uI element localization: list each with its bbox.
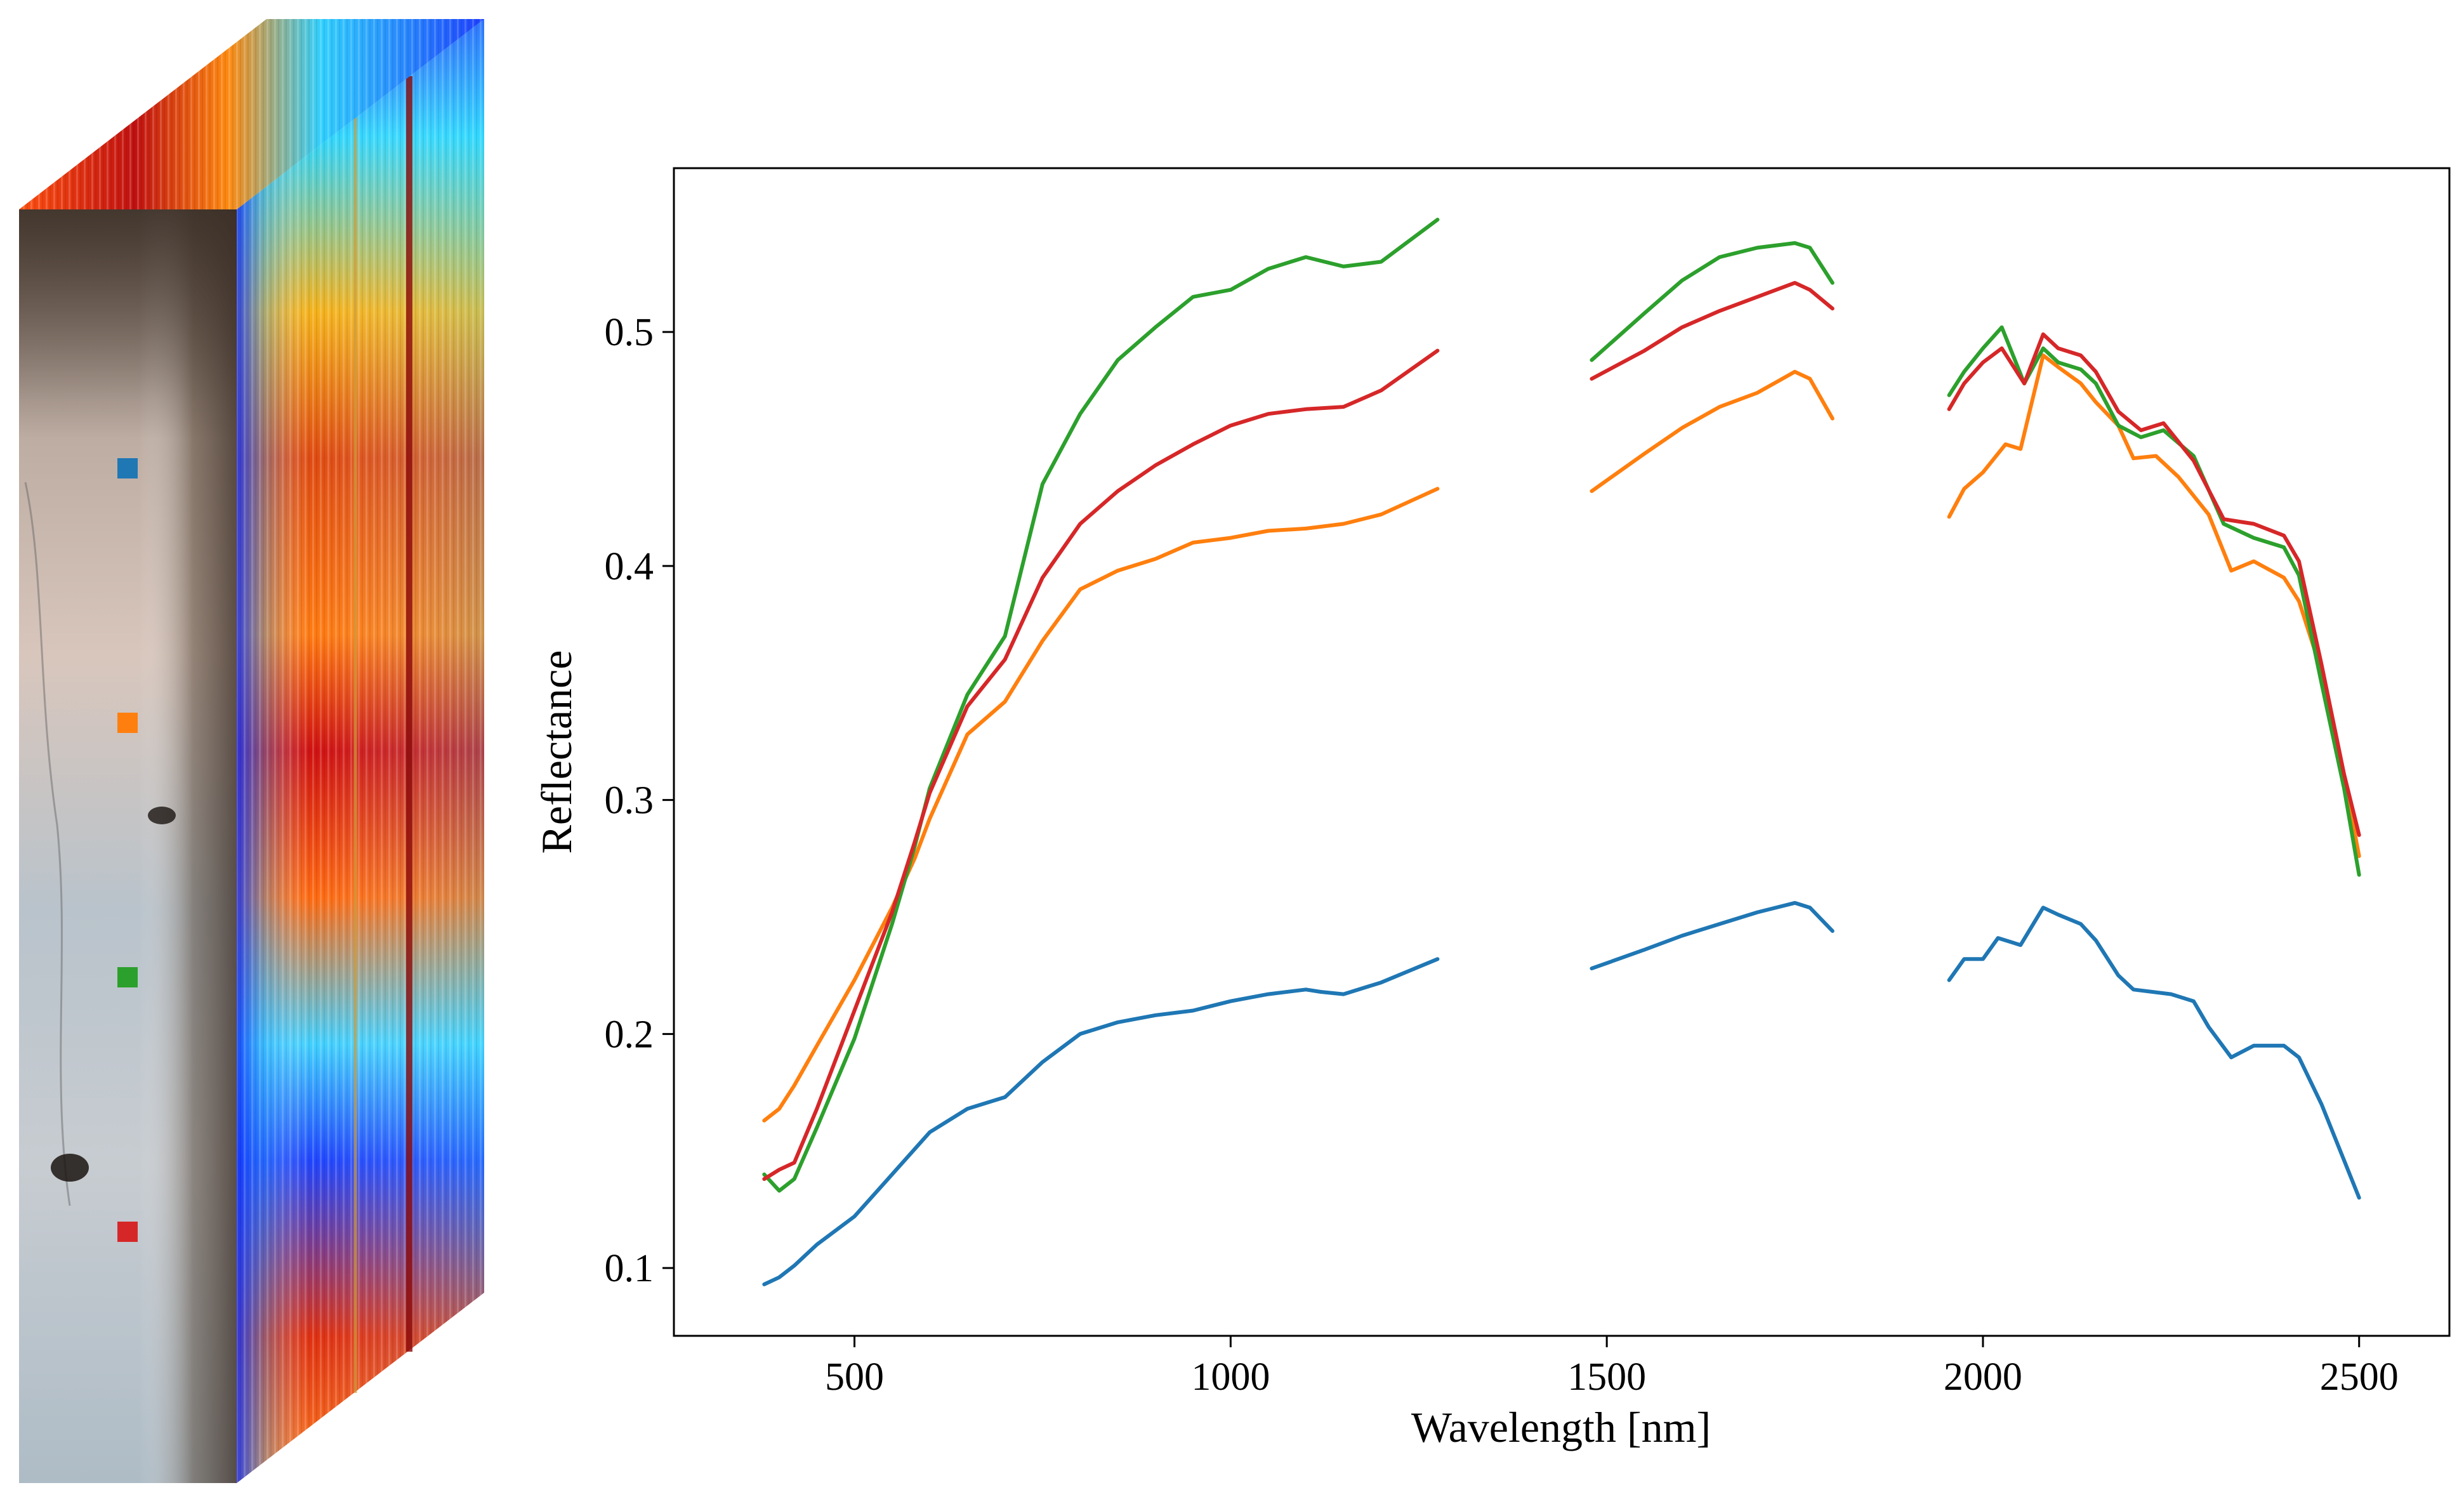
x-tick-label: 2000 <box>1944 1356 2022 1399</box>
pixel-marker-red <box>117 1222 138 1242</box>
pixel-marker-green <box>117 967 138 987</box>
series-1-segment-1 <box>1590 369 1835 493</box>
y-axis-title: Reflectance <box>532 650 581 854</box>
series-0-segment-2 <box>1947 906 2361 1200</box>
y-tick-label: 0.2 <box>605 1013 654 1056</box>
pixel-marker-orange <box>117 713 138 733</box>
x-tick-label: 2500 <box>2320 1356 2399 1399</box>
x-tick-label: 1500 <box>1567 1356 1646 1399</box>
plot-frame <box>673 167 2451 1337</box>
cube-front-top-dark <box>19 209 237 1483</box>
pixel-marker-blue <box>117 458 138 478</box>
series-2-segment-2 <box>1947 325 2361 877</box>
series-0-segment-0 <box>762 957 1440 1286</box>
x-tick-label: 1000 <box>1191 1356 1270 1399</box>
series-2-segment-0 <box>762 218 1440 1193</box>
cube-side-stripes <box>237 19 484 1483</box>
y-tick-label: 0.3 <box>605 779 654 822</box>
series-0-segment-1 <box>1590 900 1835 971</box>
y-axis: 0.1 0.2 0.3 0.4 0.5 <box>605 311 674 1290</box>
y-tick-label: 0.5 <box>605 311 654 354</box>
y-tick-label: 0.4 <box>605 545 654 588</box>
cube-front-dark-patch <box>148 807 176 824</box>
series-3-segment-2 <box>1947 332 2361 837</box>
series-3-segment-1 <box>1590 280 1835 381</box>
cube-front-dark-patch <box>51 1154 89 1182</box>
cube-front-river <box>24 482 71 1206</box>
cube-top-stripes <box>19 19 484 209</box>
hyperspectral-cube-illustration <box>19 19 484 1483</box>
series-2-segment-1 <box>1590 241 1835 362</box>
y-tick-label: 0.1 <box>605 1247 654 1290</box>
x-tick-label: 500 <box>825 1356 884 1399</box>
series-3-segment-0 <box>762 348 1440 1181</box>
x-axis-title: Wavelength [nm] <box>1411 1403 1711 1451</box>
series-1-segment-0 <box>762 487 1440 1123</box>
series-1-segment-2 <box>1947 353 2361 859</box>
x-axis: 500 1000 1500 2000 2500 <box>825 1336 2399 1399</box>
series-layer <box>762 218 2361 1286</box>
